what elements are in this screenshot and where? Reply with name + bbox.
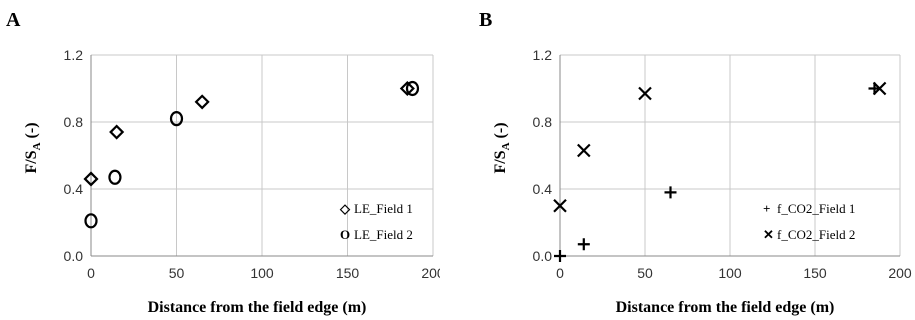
x-tick-label: 150 [803,265,827,281]
data-point-diamond [194,94,210,110]
x-tick-label: 50 [169,265,185,281]
data-point-x [872,81,887,96]
y-tick-labels: 0.0 0.4 0.8 1.2 [64,47,84,264]
legend-label: LE_Field 1 [354,201,413,216]
x-axis-label: Distance from the field edge (m) [616,299,835,316]
data-point-circle [108,169,122,185]
data-point-plus [577,238,590,251]
y-tick-label: 0.4 [533,181,553,197]
data-point-x [638,86,652,101]
y-axis-label-main: F/S [492,150,509,173]
data-point-diamond [83,171,99,187]
data-point-circle [169,111,184,127]
x-tick-label: 0 [87,265,95,281]
x-tick-label: 50 [637,265,653,281]
y-axis-label-sub: A [500,142,512,150]
panel-label: B [479,9,492,31]
x-tick-label: 100 [250,265,274,281]
legend: + f_CO2_Field 1✕ f_CO2_Field 2 [763,201,855,242]
data-point-x [553,198,567,213]
y-tick-label: 1.2 [64,47,84,63]
x-tick-label: 0 [556,265,564,281]
y-axis-label: F/SA (-) [492,122,512,173]
data-points [83,80,420,229]
y-tick-label: 0.0 [64,248,84,264]
data-point-diamond [399,80,415,97]
y-tick-label: 0.8 [64,114,84,130]
grid [91,54,434,256]
legend-label: f_CO2_Field 2 [777,227,855,242]
legend-label: f_CO2_Field 1 [777,201,855,216]
data-point-plus [664,186,677,199]
grid [560,54,901,256]
x-tick-label: 200 [421,265,440,281]
y-axis-label: F/SA (-) [23,122,43,173]
data-point-x [577,143,591,158]
x-tick-label: 100 [718,265,742,281]
x-tick-label: 150 [336,265,360,281]
x-tick-labels: 0 50 100 150 200 [556,265,912,281]
y-tick-label: 0.4 [64,181,84,197]
y-tick-labels: 0.0 0.4 0.8 1.2 [533,47,553,264]
data-points [553,81,887,262]
x-axis-label: Distance from the field edge (m) [148,299,367,316]
y-axis-label-sub: A [31,142,43,150]
chart-panel-b: B 0 50 100 150 200 0.0 0.4 0.8 1.2 Distance fro… [479,9,912,316]
data-point-circle [84,213,98,229]
legend-marker-circle: O [340,227,350,242]
x-tick-labels: 0 50 100 150 200 [87,265,440,281]
legend-label: LE_Field 2 [354,227,413,242]
chart-panel-a: A 0 50 100 150 200 0.0 0.4 0.8 1.2 Distance fro… [6,9,440,316]
legend-marker-plus: + [763,201,770,216]
y-axis-label-tail: (-) [23,122,40,142]
legend: ◇ LE_Field 1 O LE_Field 2 [339,201,413,242]
y-axis-label-tail: (-) [492,122,509,142]
axes [559,55,900,257]
data-point-plus [554,250,566,262]
data-point-diamond [109,124,125,140]
y-tick-label: 0.8 [533,114,553,130]
axes [90,55,433,257]
data-point-circle [405,80,420,97]
x-tick-label: 200 [888,265,912,281]
legend-marker-diamond: ◇ [339,201,351,216]
y-axis-label-main: F/S [23,150,40,173]
y-tick-label: 1.2 [533,47,553,63]
legend-marker-x: ✕ [763,227,774,242]
y-tick-label: 0.0 [533,248,553,264]
panel-label: A [6,9,21,31]
